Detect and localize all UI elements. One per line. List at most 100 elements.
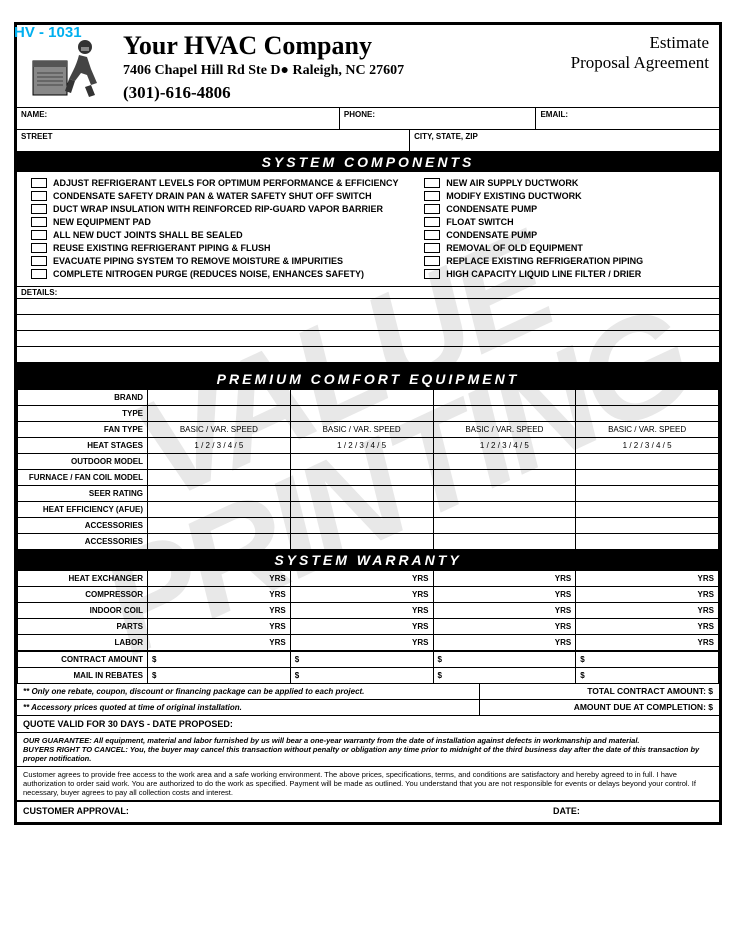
checkbox-icon[interactable] [31,178,47,188]
warranty-cell[interactable] [433,619,576,635]
checkbox-item[interactable]: NEW AIR SUPPLY DUCTWORK [424,178,709,188]
table-cell[interactable] [148,486,291,502]
warranty-cell[interactable] [290,603,433,619]
table-cell[interactable] [148,406,291,422]
table-cell[interactable] [576,454,719,470]
checkbox-item[interactable]: REUSE EXISTING REFRIGERANT PIPING & FLUS… [31,243,424,253]
checkbox-item[interactable]: ALL NEW DUCT JOINTS SHALL BE SEALED [31,230,424,240]
money-cell[interactable] [433,652,576,668]
checkbox-icon[interactable] [424,269,440,279]
money-cell[interactable] [148,668,291,684]
warranty-cell[interactable] [148,571,291,587]
checkbox-item[interactable]: COMPLETE NITROGEN PURGE (REDUCES NOISE, … [31,269,424,279]
checkbox-item[interactable]: REMOVAL OF OLD EQUIPMENT [424,243,709,253]
table-cell[interactable] [576,470,719,486]
checkbox-icon[interactable] [31,243,47,253]
warranty-cell[interactable] [148,587,291,603]
warranty-cell[interactable] [290,571,433,587]
table-cell[interactable] [433,470,576,486]
warranty-cell[interactable] [576,587,719,603]
table-cell[interactable]: 1 / 2 / 3 / 4 / 5 [148,438,291,454]
warranty-cell[interactable] [433,587,576,603]
warranty-cell[interactable] [290,635,433,651]
checkbox-icon[interactable] [424,204,440,214]
checkbox-icon[interactable] [31,230,47,240]
table-cell[interactable] [576,502,719,518]
money-cell[interactable] [148,652,291,668]
table-cell[interactable] [433,518,576,534]
table-cell[interactable]: BASIC / VAR. SPEED [290,422,433,438]
city-field[interactable]: CITY, STATE, ZIP [410,130,719,151]
details-line[interactable] [17,299,719,315]
checkbox-item[interactable]: CONDENSATE PUMP [424,230,709,240]
details-line[interactable] [17,331,719,347]
warranty-cell[interactable] [148,603,291,619]
money-cell[interactable] [290,668,433,684]
table-cell[interactable] [290,518,433,534]
table-cell[interactable]: BASIC / VAR. SPEED [576,422,719,438]
email-field[interactable]: EMAIL: [536,108,719,129]
table-cell[interactable] [290,486,433,502]
warranty-cell[interactable] [433,603,576,619]
table-cell[interactable] [148,454,291,470]
table-cell[interactable] [148,390,291,406]
money-cell[interactable] [290,652,433,668]
checkbox-icon[interactable] [31,204,47,214]
table-cell[interactable] [433,486,576,502]
table-cell[interactable] [148,518,291,534]
money-cell[interactable] [433,668,576,684]
checkbox-item[interactable]: DUCT WRAP INSULATION WITH REINFORCED RIP… [31,204,424,214]
checkbox-item[interactable]: HIGH CAPACITY LIQUID LINE FILTER / DRIER [424,269,709,279]
table-cell[interactable] [148,534,291,550]
warranty-cell[interactable] [576,603,719,619]
warranty-cell[interactable] [576,619,719,635]
checkbox-icon[interactable] [424,178,440,188]
warranty-cell[interactable] [148,619,291,635]
date-label[interactable]: DATE: [553,806,713,816]
table-cell[interactable]: 1 / 2 / 3 / 4 / 5 [433,438,576,454]
checkbox-item[interactable]: NEW EQUIPMENT PAD [31,217,424,227]
checkbox-item[interactable]: REPLACE EXISTING REFRIGERATION PIPING [424,256,709,266]
table-cell[interactable] [148,470,291,486]
table-cell[interactable]: BASIC / VAR. SPEED [433,422,576,438]
details-line[interactable] [17,347,719,363]
table-cell[interactable] [576,486,719,502]
checkbox-item[interactable]: CONDENSATE PUMP [424,204,709,214]
table-cell[interactable] [290,470,433,486]
checkbox-icon[interactable] [424,230,440,240]
money-cell[interactable] [576,652,719,668]
table-cell[interactable] [290,390,433,406]
checkbox-icon[interactable] [424,256,440,266]
warranty-cell[interactable] [576,635,719,651]
table-cell[interactable] [433,534,576,550]
name-field[interactable]: NAME: [17,108,340,129]
checkbox-icon[interactable] [31,191,47,201]
table-cell[interactable] [290,502,433,518]
checkbox-icon[interactable] [424,243,440,253]
warranty-cell[interactable] [290,619,433,635]
table-cell[interactable] [290,534,433,550]
table-cell[interactable] [290,454,433,470]
checkbox-icon[interactable] [424,191,440,201]
checkbox-item[interactable]: ADJUST REFRIGERANT LEVELS FOR OPTIMUM PE… [31,178,424,188]
checkbox-icon[interactable] [31,256,47,266]
street-field[interactable]: STREET [17,130,410,151]
table-cell[interactable] [576,534,719,550]
checkbox-item[interactable]: MODIFY EXISTING DUCTWORK [424,191,709,201]
table-cell[interactable] [576,518,719,534]
checkbox-icon[interactable] [31,217,47,227]
table-cell[interactable]: 1 / 2 / 3 / 4 / 5 [290,438,433,454]
checkbox-icon[interactable] [31,269,47,279]
details-line[interactable] [17,315,719,331]
table-cell[interactable] [433,390,576,406]
warranty-cell[interactable] [433,571,576,587]
warranty-cell[interactable] [433,635,576,651]
warranty-cell[interactable] [290,587,433,603]
checkbox-item[interactable]: FLOAT SWITCH [424,217,709,227]
warranty-cell[interactable] [576,571,719,587]
warranty-cell[interactable] [148,635,291,651]
table-cell[interactable] [148,502,291,518]
table-cell[interactable] [576,390,719,406]
customer-approval-label[interactable]: CUSTOMER APPROVAL: [23,806,553,816]
money-cell[interactable] [576,668,719,684]
